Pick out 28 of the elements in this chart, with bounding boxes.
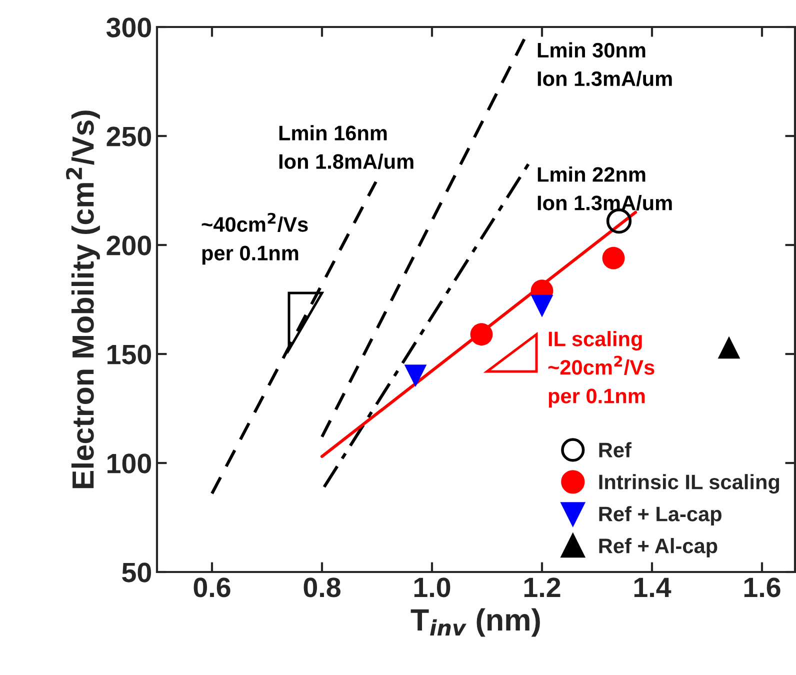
annotation: ~40cm$^{2}$/Vs per 0.1nm	[202, 212, 308, 265]
annotation: Lmin 22nm Ion 1.3mA/um	[538, 166, 672, 211]
point	[404, 364, 427, 387]
x-axis-title: T$_{inv}$ (nm)	[410, 608, 540, 637]
legend-label: Intrinsic IL scaling	[599, 474, 780, 494]
annotation: Lmin 30nm Ion 1.3mA/um	[538, 42, 672, 86]
x-tick-label: 1.4	[634, 578, 672, 597]
point	[718, 336, 740, 359]
x-tick-label: 1.6	[744, 578, 780, 598]
legend-label: Ref	[599, 442, 632, 458]
point	[470, 323, 493, 346]
x-tick-label: 1.2	[524, 578, 560, 597]
annotation: IL scaling ~20cm$^{2}$/Vs per 0.1nm	[548, 331, 654, 408]
legend-label: Ref + La-cap	[599, 506, 722, 526]
y-tick-label: 150	[108, 344, 152, 364]
y-tick-label: 200	[106, 236, 152, 256]
point	[530, 294, 554, 318]
x-tick-label: 0.6	[194, 578, 230, 598]
y-tick-label: 50	[122, 562, 152, 582]
y-tick-label: 250	[106, 126, 152, 146]
annotation: Lmin 16nm Ion 1.8mA/um	[279, 125, 414, 170]
y-tick-label: 100	[108, 454, 152, 474]
y-axis-title: Electron Mobility (cm$^{2}$/Vs)	[66, 110, 100, 488]
x-tick-label: 0.8	[304, 578, 340, 598]
legend-label: Ref + Al-cap	[599, 538, 718, 558]
y-tick-label: 300	[106, 18, 152, 38]
point	[602, 246, 625, 270]
x-tick-label: 1.0	[414, 578, 450, 598]
